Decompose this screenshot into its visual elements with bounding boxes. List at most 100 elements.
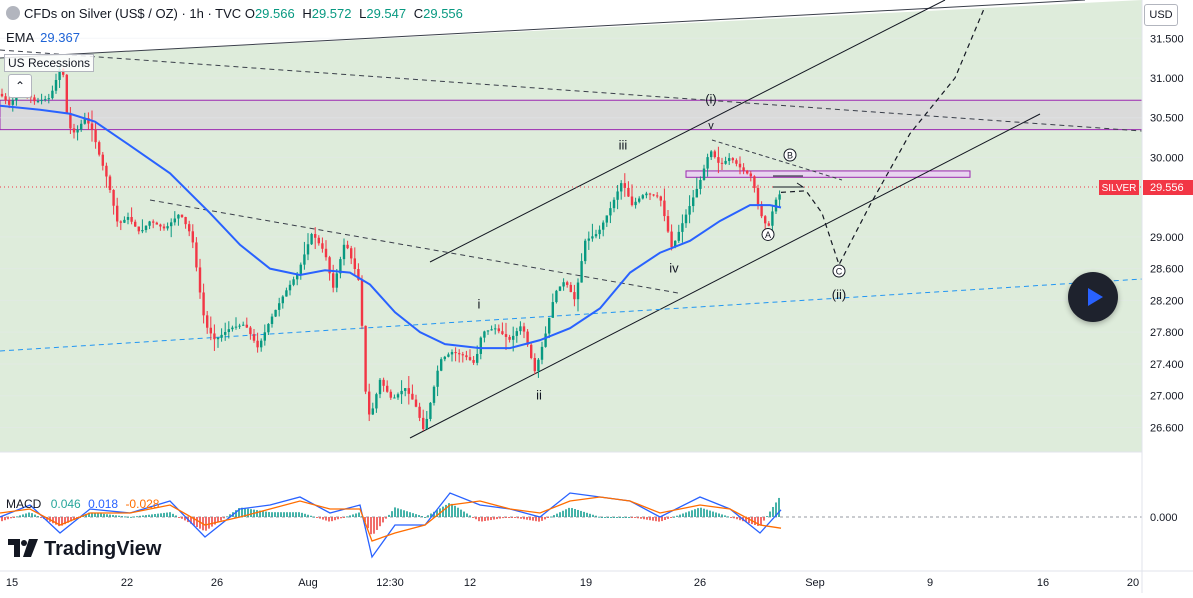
candle-body xyxy=(702,168,706,180)
candle-body xyxy=(692,197,695,207)
candle-body xyxy=(738,163,742,168)
macd-hist-bar xyxy=(256,510,258,517)
macd-hist-bar xyxy=(67,517,69,523)
logo-text: TradingView xyxy=(44,538,162,560)
macd-hist-bar xyxy=(631,517,633,518)
candle-body xyxy=(468,357,472,360)
macd-hist-bar xyxy=(31,513,33,517)
tradingview-logo[interactable]: TradingView xyxy=(8,538,161,561)
symbol-legend[interactable]: CFDs on Silver (US$ / OZ) · 1h · TVC O29… xyxy=(6,6,467,21)
wave-label-circle xyxy=(783,148,797,162)
candle-body xyxy=(368,391,371,415)
candle-body xyxy=(717,157,720,163)
candle-body xyxy=(540,346,544,360)
candle-body xyxy=(440,359,443,371)
candle-body xyxy=(105,165,108,177)
candle-body xyxy=(152,221,155,223)
candle-body xyxy=(411,393,414,400)
candle-body xyxy=(742,167,745,171)
wave-label-circle xyxy=(832,264,846,278)
macd-hist-bar xyxy=(196,517,198,528)
macd-hist-bar xyxy=(85,514,87,517)
currency-button[interactable]: USD xyxy=(1144,4,1178,26)
macd-hist-bar xyxy=(616,517,618,518)
macd-hist-bar xyxy=(325,517,327,521)
candle-body xyxy=(414,399,418,407)
candle-body xyxy=(731,158,734,161)
candle-body xyxy=(609,208,612,216)
ema-legend[interactable]: EMA 29.367 xyxy=(6,30,80,45)
candle-body xyxy=(728,158,731,161)
macd-line-value: 0.018 xyxy=(88,497,119,511)
candle-body xyxy=(231,327,234,330)
chevron-up-icon: ⌃ xyxy=(14,79,26,93)
macd-hist-bar xyxy=(625,517,627,518)
candle-body xyxy=(130,217,133,222)
candle-body xyxy=(33,97,36,102)
candle-body xyxy=(220,334,223,338)
candle-body xyxy=(317,237,320,244)
collapse-legend-button[interactable]: ⌃ xyxy=(8,74,32,98)
candle-body xyxy=(256,340,259,348)
candle-body xyxy=(123,219,126,223)
macd-hist-bar xyxy=(589,513,591,517)
candle-body xyxy=(245,324,248,328)
macd-hist-bar xyxy=(592,514,594,517)
candle-body xyxy=(576,282,580,300)
candle-body xyxy=(396,394,400,398)
candle-body xyxy=(224,332,227,335)
macd-hist-bar xyxy=(154,514,156,517)
candle-body xyxy=(148,221,151,226)
candle-body xyxy=(501,331,504,335)
macd-hist-bar xyxy=(70,517,72,522)
candle-body xyxy=(605,215,608,223)
macd-hist-bar xyxy=(244,508,246,517)
wave-label: C xyxy=(836,266,843,276)
macd-hist-bar xyxy=(676,515,678,517)
candle-body xyxy=(108,176,112,190)
macd-hist-bar xyxy=(22,514,24,517)
macd-hist-bar xyxy=(220,517,222,521)
macd-hist-bar xyxy=(91,512,93,517)
macd-hist-bar xyxy=(376,517,378,530)
macd-hist-bar xyxy=(682,513,684,517)
ema-label: EMA xyxy=(6,30,35,45)
macd-hist-bar xyxy=(412,513,414,517)
macd-hist-bar xyxy=(634,517,636,518)
candles-layer xyxy=(0,65,781,431)
candle-body xyxy=(342,244,346,260)
play-button[interactable] xyxy=(1068,272,1118,322)
macd-hist-bar xyxy=(127,516,129,518)
candle-body xyxy=(184,217,187,225)
macd-hist-bar xyxy=(346,516,348,518)
candle-body xyxy=(461,354,464,356)
macd-hist-bar xyxy=(748,517,750,524)
candle-body xyxy=(144,225,148,231)
candle-body xyxy=(512,335,515,340)
candle-body xyxy=(389,391,392,398)
macd-hist-bar xyxy=(289,512,291,517)
candle-body xyxy=(274,309,277,317)
candle-body xyxy=(425,418,428,430)
candle-body xyxy=(623,183,626,188)
macd-legend[interactable]: MACD 0.046 0.018 -0.028 xyxy=(6,497,159,511)
wave-label: B xyxy=(787,151,793,161)
macd-hist-bar xyxy=(4,517,6,521)
macd-hist-bar xyxy=(358,512,360,517)
time-tick: 26 xyxy=(211,577,223,589)
macd-hist-bar xyxy=(133,516,135,518)
recessions-legend[interactable]: US Recessions xyxy=(4,54,95,72)
macd-hist-bar xyxy=(340,517,342,519)
macd-hist-bar xyxy=(757,517,759,526)
macd-hist-bar xyxy=(391,511,393,517)
macd-hist-bar xyxy=(52,517,54,524)
candle-body xyxy=(180,214,184,218)
candle-body xyxy=(94,129,97,143)
candle-body xyxy=(598,229,601,235)
macd-hist-bar xyxy=(706,509,708,517)
candle-body xyxy=(476,353,479,363)
channel-lower xyxy=(409,113,1041,439)
candle-body xyxy=(393,397,396,399)
candle-body xyxy=(526,331,529,345)
